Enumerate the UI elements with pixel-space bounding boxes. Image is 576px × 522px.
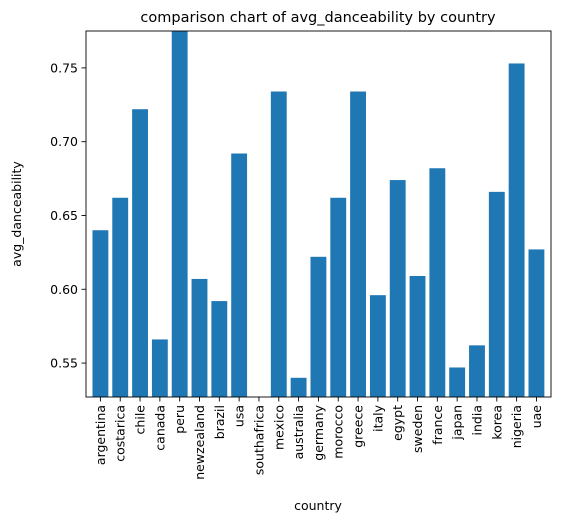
bar-brazil: [211, 301, 228, 397]
x-tick-label: greece: [351, 405, 366, 448]
bar-korea: [488, 191, 505, 397]
x-tick-label: germany: [311, 404, 326, 460]
bar-nigeria: [508, 63, 525, 397]
x-tick-label: india: [469, 405, 484, 435]
x-axis: argentina costarica chile canada peru newzeal…: [93, 397, 544, 480]
x-tick-label: morocco: [331, 405, 346, 459]
y-tick-label: 0.75: [50, 60, 78, 75]
bar-canada: [151, 339, 168, 397]
x-axis-label: country: [294, 498, 342, 513]
y-axis: 0.55 0.60 0.65 0.70 0.75: [50, 60, 86, 371]
x-tick-label: brazil: [212, 405, 227, 439]
bar-india: [469, 345, 485, 397]
bar-mexico: [270, 91, 287, 397]
bar-newzealand: [191, 278, 208, 397]
x-tick-label: canada: [152, 405, 167, 451]
bars-group: [92, 31, 545, 397]
bar-france: [429, 168, 446, 397]
x-tick-label: uae: [529, 405, 544, 429]
plot-frame: [85, 30, 552, 398]
x-tick-label: australia: [291, 405, 306, 459]
x-tick-label: egypt: [390, 405, 405, 441]
chart-title: comparison chart of avg_danceability by …: [140, 10, 496, 26]
y-tick-label: 0.60: [50, 282, 78, 297]
x-tick-label: newzealand: [192, 405, 207, 480]
x-tick-label: italy: [370, 404, 385, 432]
bar-australia: [290, 377, 307, 397]
x-tick-label: france: [430, 405, 445, 445]
y-axis-label: avg_danceability: [9, 161, 24, 267]
bar-usa: [231, 153, 248, 397]
x-tick-label: chile: [133, 405, 148, 435]
bar-italy: [369, 295, 386, 397]
x-tick-label: nigeria: [509, 405, 524, 448]
bar-chile: [132, 109, 148, 397]
bar-sweden: [409, 275, 426, 397]
y-tick-label: 0.65: [50, 208, 78, 223]
x-tick-label: costarica: [113, 405, 128, 462]
x-tick-label: usa: [232, 405, 247, 427]
y-tick-label: 0.55: [50, 356, 78, 371]
bar-germany: [310, 256, 327, 397]
x-tick-label: argentina: [93, 405, 108, 465]
x-tick-label: mexico: [271, 405, 286, 450]
bar-egypt: [389, 180, 406, 397]
bar-argentina: [92, 230, 109, 397]
bar-japan: [449, 367, 466, 397]
bar-greece: [350, 91, 366, 397]
bar-morocco: [330, 197, 347, 397]
y-tick-label: 0.70: [50, 134, 78, 149]
bar-peru: [171, 31, 188, 397]
x-tick-label: sweden: [410, 405, 425, 453]
x-tick-label: peru: [172, 405, 187, 434]
x-tick-label: japan: [450, 405, 465, 441]
bar-costarica: [112, 197, 129, 397]
x-tick-label: korea: [489, 405, 504, 440]
bar-uae: [528, 249, 545, 397]
x-tick-label: southafrica: [251, 405, 266, 475]
